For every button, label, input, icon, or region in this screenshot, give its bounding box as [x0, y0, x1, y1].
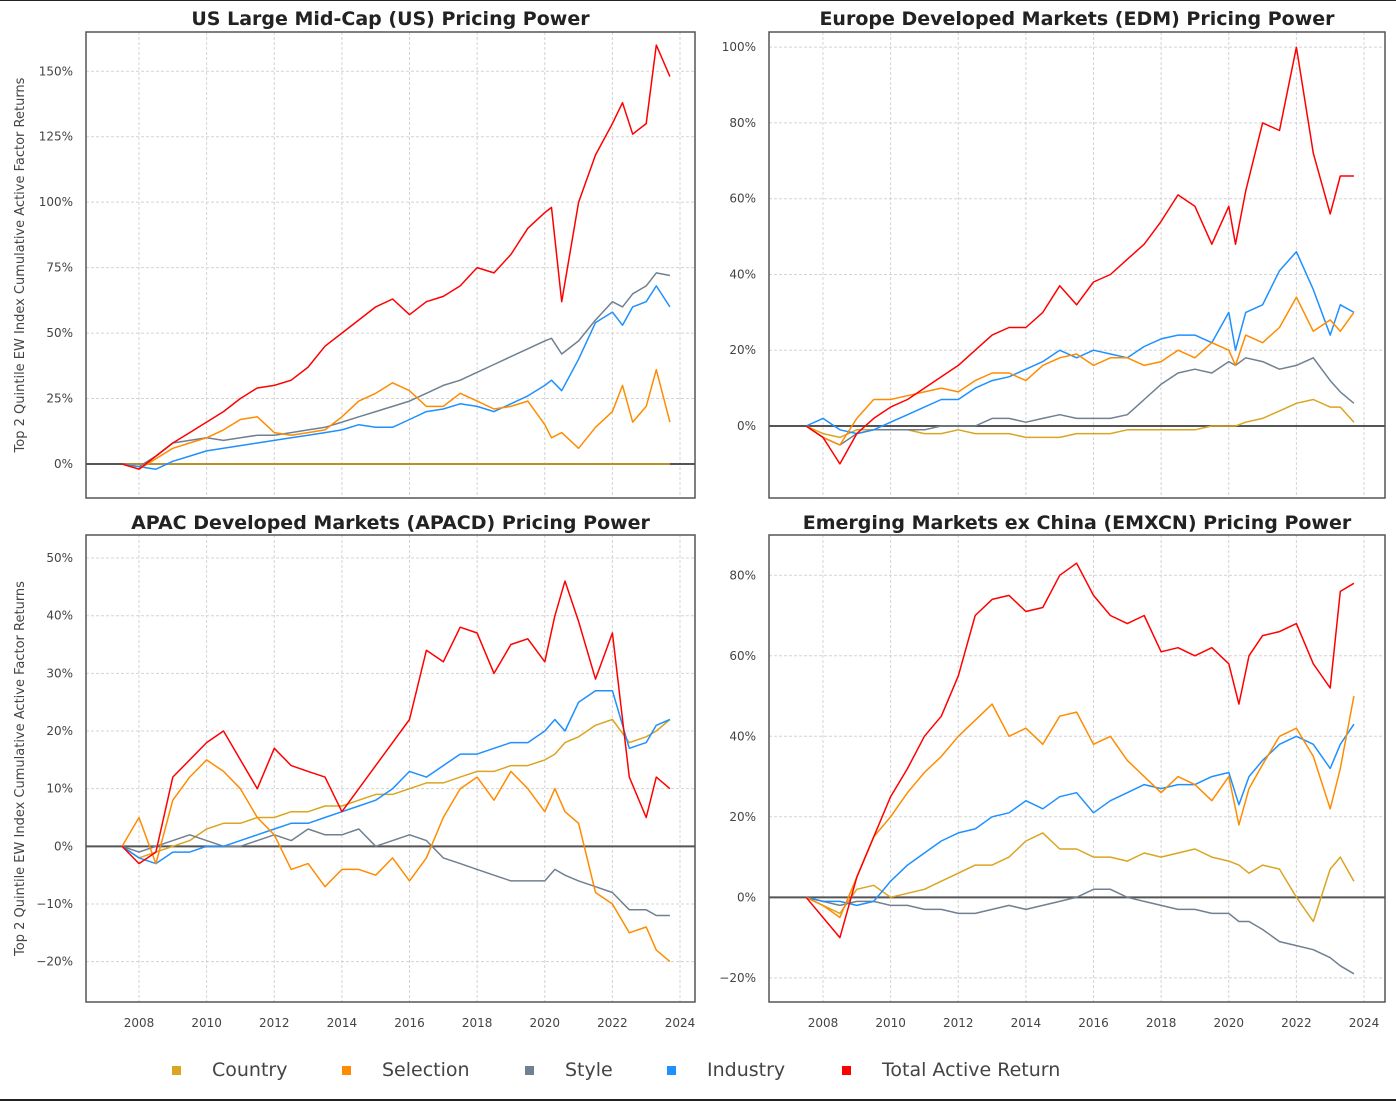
series-line-style: [121, 272, 671, 468]
legend-swatch-style: [525, 1065, 534, 1075]
series-line-industry: [121, 285, 671, 470]
legend-label-style: Style: [565, 1059, 613, 1081]
panel-title: Europe Developed Markets (EDM) Pricing P…: [819, 8, 1335, 30]
series-line-selection: [805, 695, 1355, 919]
legend-swatch-selection: [342, 1065, 351, 1075]
y-tick-label: −20%: [719, 971, 756, 985]
legend-item-style: Style: [525, 1052, 613, 1088]
x-tick-label: 2008: [808, 1016, 839, 1030]
y-tick-label: 100%: [39, 195, 73, 209]
series-line-total-active-return: [121, 580, 671, 865]
legend-item-selection: Selection: [342, 1052, 470, 1088]
series-line-industry: [805, 723, 1355, 907]
panel-title: US Large Mid-Cap (US) Pricing Power: [191, 8, 590, 30]
panel-3: APAC Developed Markets (APACD) Pricing P…: [13, 512, 696, 1030]
x-tick-label: 2012: [943, 1016, 974, 1030]
series-line-selection: [121, 368, 671, 470]
y-tick-label: 40%: [729, 267, 756, 281]
legend-item-country: Country: [172, 1052, 287, 1088]
y-tick-label: 0%: [54, 839, 73, 853]
series-line-total-active-return: [805, 46, 1354, 465]
plot-frame: [85, 534, 696, 1003]
y-tick-label: 60%: [729, 192, 756, 206]
y-tick-label: 30%: [46, 666, 73, 680]
x-tick-label: 2014: [327, 1016, 358, 1030]
series-line-country: [121, 718, 671, 859]
y-tick-label: 150%: [39, 64, 73, 78]
y-axis-label: Top 2 Quintile EW Index Cumulative Activ…: [13, 581, 28, 957]
legend-label-country: Country: [212, 1059, 288, 1081]
plot-frame: [768, 31, 1386, 499]
legend: Country Selection Style Industry Total A…: [0, 1052, 1396, 1088]
plot-frame: [768, 534, 1386, 1003]
x-tick-label: 2010: [875, 1016, 906, 1030]
y-tick-label: 20%: [46, 724, 73, 738]
y-tick-label: 10%: [46, 782, 73, 796]
y-tick-label: 125%: [39, 130, 73, 144]
y-tick-label: 50%: [46, 551, 73, 565]
y-tick-label: −20%: [36, 955, 73, 969]
x-tick-label: 2018: [462, 1016, 493, 1030]
y-tick-label: 0%: [737, 890, 756, 904]
x-tick-label: 2012: [259, 1016, 290, 1030]
series-line-style: [805, 357, 1355, 446]
x-tick-label: 2022: [1281, 1016, 1312, 1030]
series-line-selection: [805, 296, 1355, 446]
bottom-border: [0, 1099, 1396, 1101]
x-tick-label: 2016: [1078, 1016, 1109, 1030]
legend-swatch-country: [172, 1065, 181, 1075]
legend-label-selection: Selection: [382, 1059, 470, 1081]
y-tick-label: 100%: [722, 40, 756, 54]
x-tick-label: 2008: [124, 1016, 155, 1030]
series-line-industry: [121, 689, 671, 865]
y-tick-label: 25%: [46, 392, 73, 406]
legend-swatch-industry: [667, 1065, 676, 1075]
legend-item-industry: Industry: [667, 1052, 785, 1088]
panel-title: APAC Developed Markets (APACD) Pricing P…: [131, 512, 650, 534]
y-tick-label: 50%: [46, 326, 73, 340]
series-line-total-active-return: [121, 44, 671, 470]
series-line-style: [121, 828, 670, 917]
legend-label-total-active-return: Total Active Return: [882, 1059, 1061, 1081]
panel-title: Emerging Markets ex China (EMXCN) Pricin…: [803, 512, 1352, 534]
plot-frame: [85, 31, 696, 499]
x-tick-label: 2018: [1146, 1016, 1177, 1030]
y-tick-label: 40%: [46, 609, 73, 623]
x-tick-label: 2014: [1011, 1016, 1042, 1030]
x-tick-label: 2020: [529, 1016, 560, 1030]
series-line-total-active-return: [805, 562, 1355, 939]
y-tick-label: 80%: [729, 116, 756, 130]
legend-swatch-total-active-return: [842, 1065, 851, 1075]
series-line-selection: [121, 759, 671, 963]
legend-item-total-active-return: Total Active Return: [842, 1052, 1060, 1088]
x-tick-label: 2024: [665, 1016, 696, 1030]
series-line-industry: [805, 250, 1355, 435]
y-tick-label: 40%: [729, 729, 756, 743]
x-tick-label: 2024: [1349, 1016, 1380, 1030]
panel-2: Europe Developed Markets (EDM) Pricing P…: [722, 8, 1386, 499]
y-tick-label: 0%: [737, 419, 756, 433]
x-tick-label: 2020: [1213, 1016, 1244, 1030]
series-line-country: [805, 832, 1355, 923]
panel-4: Emerging Markets ex China (EMXCN) Pricin…: [719, 512, 1386, 1030]
y-tick-label: −10%: [36, 897, 73, 911]
legend-label-industry: Industry: [707, 1059, 786, 1081]
y-tick-label: 0%: [54, 457, 73, 471]
y-tick-label: 20%: [729, 810, 756, 824]
y-tick-label: 80%: [729, 568, 756, 582]
y-axis-label: Top 2 Quintile EW Index Cumulative Activ…: [13, 77, 28, 453]
x-tick-label: 2016: [394, 1016, 425, 1030]
panel-1: US Large Mid-Cap (US) Pricing Power 0% 25%…: [13, 8, 696, 499]
top-border: [0, 0, 1396, 1]
x-tick-label: 2010: [191, 1016, 222, 1030]
y-tick-label: 20%: [729, 343, 756, 357]
y-tick-label: 75%: [46, 261, 73, 275]
series-line-style: [805, 888, 1355, 975]
x-tick-label: 2022: [597, 1016, 628, 1030]
y-tick-label: 60%: [729, 649, 756, 663]
